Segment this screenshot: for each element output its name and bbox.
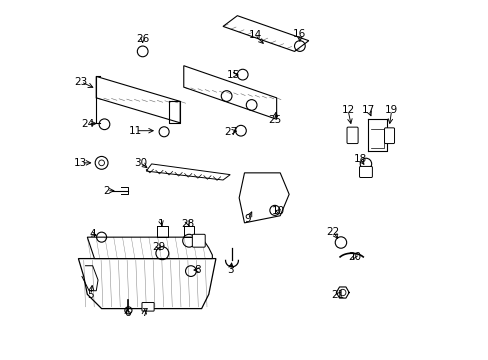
- FancyBboxPatch shape: [384, 128, 394, 144]
- Text: 18: 18: [353, 154, 366, 164]
- FancyBboxPatch shape: [359, 166, 372, 177]
- Text: 17: 17: [362, 105, 375, 115]
- Text: 8: 8: [194, 265, 200, 275]
- Text: 7: 7: [141, 308, 147, 318]
- Polygon shape: [78, 258, 216, 309]
- Text: 19: 19: [384, 105, 398, 115]
- Text: 28: 28: [181, 219, 194, 229]
- Text: 24: 24: [81, 118, 95, 129]
- Text: 25: 25: [268, 115, 281, 125]
- FancyBboxPatch shape: [346, 127, 357, 144]
- Polygon shape: [87, 237, 212, 258]
- Text: 23: 23: [74, 77, 87, 87]
- FancyBboxPatch shape: [142, 302, 154, 311]
- Text: 27: 27: [224, 127, 237, 137]
- Polygon shape: [223, 16, 308, 51]
- Text: 3: 3: [227, 265, 234, 275]
- Text: 13: 13: [74, 158, 87, 168]
- Text: 2: 2: [103, 186, 110, 196]
- Polygon shape: [239, 173, 288, 223]
- Text: 26: 26: [136, 34, 149, 44]
- Text: 9: 9: [244, 214, 251, 224]
- Text: 1: 1: [158, 219, 164, 229]
- Text: 10: 10: [271, 206, 285, 216]
- Polygon shape: [96, 76, 180, 123]
- Text: 4: 4: [89, 229, 96, 239]
- Polygon shape: [146, 164, 230, 180]
- Text: 5: 5: [87, 290, 94, 300]
- Text: 16: 16: [293, 28, 306, 39]
- Text: 30: 30: [134, 158, 147, 168]
- Polygon shape: [183, 66, 276, 119]
- Text: 22: 22: [326, 227, 339, 237]
- Text: 12: 12: [341, 105, 354, 115]
- FancyBboxPatch shape: [192, 234, 205, 247]
- Text: 29: 29: [152, 242, 165, 252]
- Text: 11: 11: [129, 126, 142, 136]
- Text: 14: 14: [248, 30, 261, 40]
- Text: 15: 15: [226, 69, 239, 80]
- Text: 21: 21: [331, 290, 344, 300]
- Text: 20: 20: [347, 252, 360, 262]
- Text: 6: 6: [124, 308, 130, 318]
